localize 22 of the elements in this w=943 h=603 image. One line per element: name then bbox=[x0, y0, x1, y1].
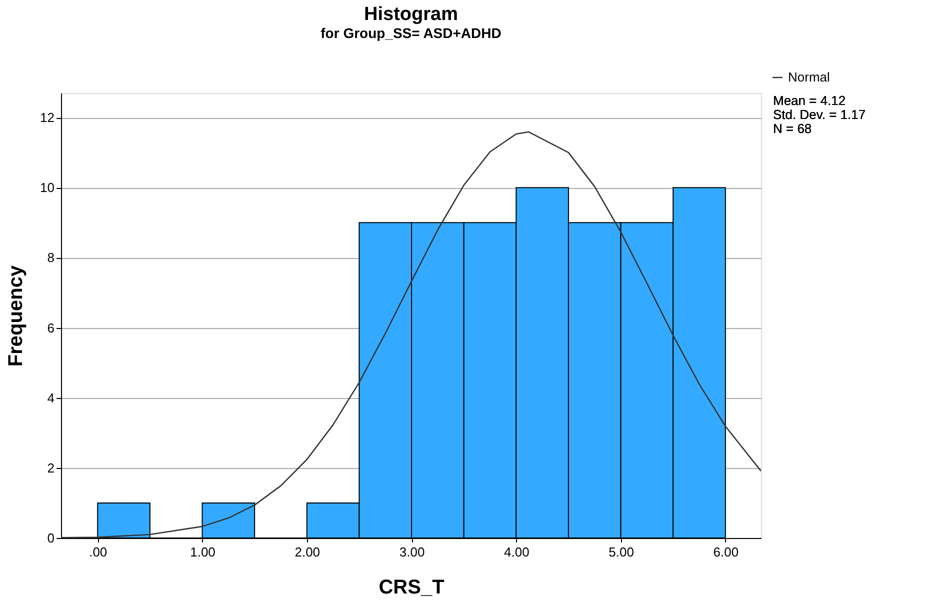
x-tick-label: 2.00 bbox=[294, 544, 320, 560]
y-tick-label: 2 bbox=[47, 460, 54, 476]
x-tick-label: 4.00 bbox=[504, 544, 530, 560]
legend-label: Normal bbox=[788, 70, 830, 84]
y-tick-label: 4 bbox=[47, 390, 54, 406]
x-tick-label: 1.00 bbox=[190, 544, 216, 560]
y-tick-label: 0 bbox=[47, 530, 54, 546]
y-tick-label: 8 bbox=[47, 250, 54, 266]
y-tick-label: 10 bbox=[40, 180, 54, 196]
y-tick-label: 12 bbox=[40, 110, 54, 126]
x-tick-label: .00 bbox=[89, 544, 108, 560]
y-axis-title: Frequency bbox=[5, 264, 28, 367]
x-axis-title: CRS_T bbox=[378, 576, 444, 598]
chart-subtitle: for Group_SS= ASD+ADHD bbox=[320, 25, 502, 41]
text: Mean = 4.12 bbox=[773, 93, 846, 108]
x-tick-label: 6.00 bbox=[713, 544, 739, 560]
x-tick-label: 5.00 bbox=[608, 544, 634, 560]
text: Std. Dev. = 1.17 bbox=[773, 107, 866, 122]
text: N = 68 bbox=[773, 121, 812, 136]
chart-title: Histogram bbox=[364, 4, 458, 25]
y-tick-label: 6 bbox=[47, 320, 54, 336]
x-tick-label: 3.00 bbox=[399, 544, 425, 560]
